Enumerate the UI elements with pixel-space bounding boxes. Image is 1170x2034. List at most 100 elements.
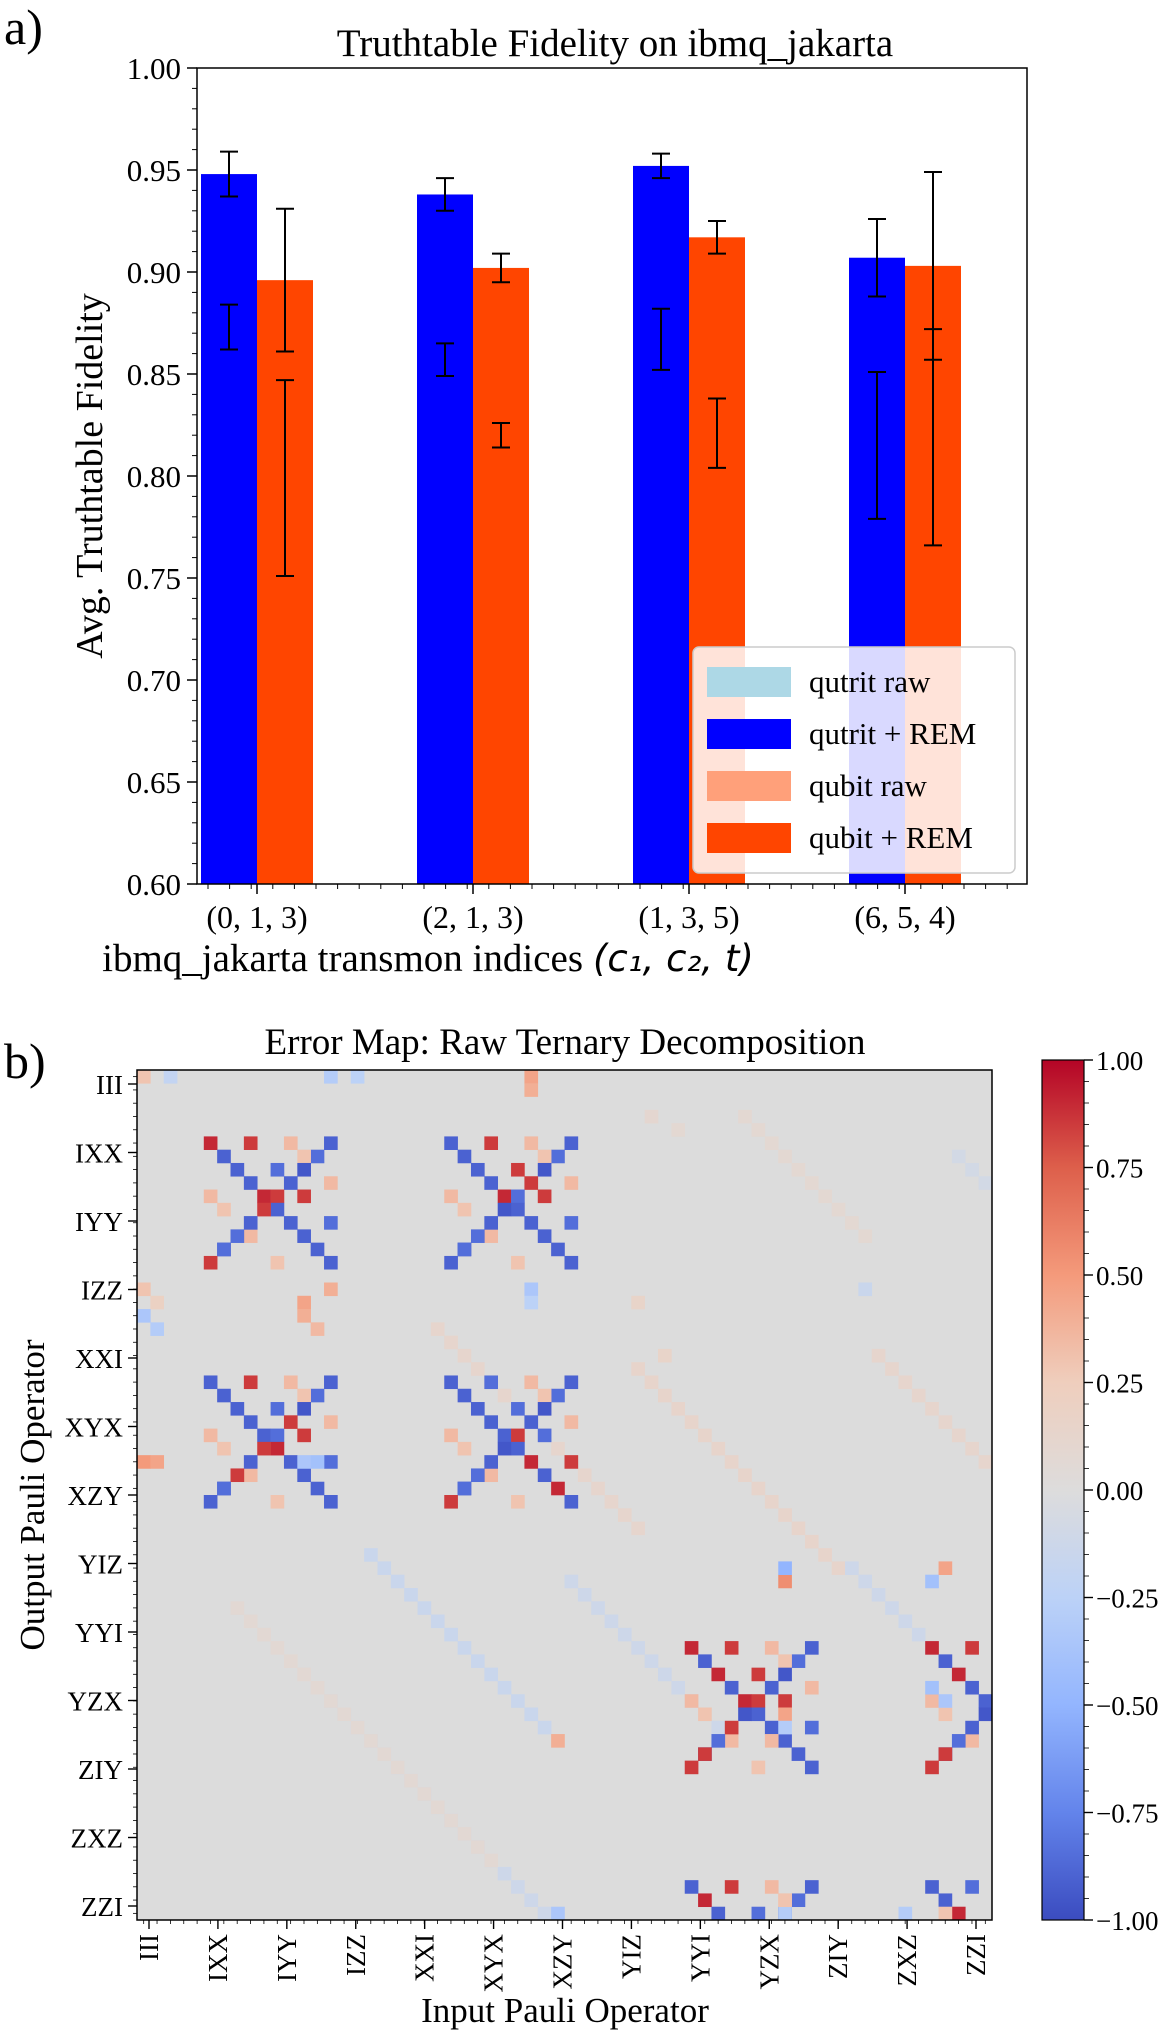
heatmap-cell: [911, 1388, 926, 1403]
heatmap-cell: [270, 1428, 285, 1443]
heatmap-x-tick-label: IZZ: [341, 1934, 371, 1976]
heatmap-cell: [217, 1388, 231, 1403]
heatmap-cell: [938, 1747, 953, 1761]
heatmap-cell: [283, 1455, 298, 1469]
heatmap-cell: [898, 1614, 913, 1629]
heatmap-cell: [137, 1455, 151, 1469]
heatmap-cell: [297, 1388, 311, 1403]
heatmap-cell: [965, 1641, 979, 1655]
heatmap-cell: [470, 1229, 485, 1243]
heatmap-cell: [310, 1455, 325, 1469]
heatmap-cell: [377, 1747, 392, 1761]
panel-a-label: a): [4, 0, 43, 55]
heatmap-cell: [604, 1495, 619, 1509]
heatmap-cell: [511, 1162, 525, 1177]
heatmap-cell: [591, 1481, 605, 1496]
heatmap-cell: [564, 1216, 579, 1230]
heatmap-cell: [845, 1216, 859, 1230]
heatmap-y-tick-label: YYI: [75, 1618, 123, 1648]
heatmap-cell: [270, 1162, 285, 1177]
heatmap-cell: [524, 1295, 539, 1310]
heatmap-cell: [377, 1561, 392, 1575]
heatmap-y-tick-label: YIZ: [78, 1550, 123, 1580]
heatmap-cell: [965, 1680, 979, 1695]
heatmap-cell: [871, 1348, 886, 1363]
heatmap-cell: [804, 1176, 819, 1190]
heatmap-cell: [297, 1455, 311, 1469]
heatmap-cell: [497, 1189, 512, 1204]
heatmap-cell: [965, 1720, 979, 1735]
heatmap-cell: [457, 1441, 472, 1456]
heatmap-cell: [751, 1667, 766, 1682]
heatmap-cell: [671, 1402, 686, 1416]
heatmap-cell: [404, 1773, 418, 1788]
heatmap-cell: [537, 1720, 552, 1735]
y-tick-label: 0.90: [127, 255, 181, 290]
heatmap-cell: [885, 1601, 899, 1615]
heatmap-cell: [751, 1760, 766, 1775]
heatmap-cell: [324, 1375, 338, 1390]
heatmap-cell: [804, 1720, 819, 1735]
heatmap-cell: [951, 1906, 966, 1921]
heatmap-cell: [925, 1880, 939, 1894]
heatmap-cell: [484, 1136, 499, 1150]
heatmap-cell: [804, 1534, 819, 1549]
heatmap-cell: [925, 1574, 939, 1589]
heatmap-x-tick-label: ZIY: [823, 1934, 853, 1979]
heatmap-cell: [711, 1734, 726, 1748]
heatmap-cell: [390, 1574, 405, 1589]
heatmap-cell: [564, 1136, 579, 1150]
heatmap-cell: [310, 1388, 325, 1403]
heatmap-cell: [484, 1375, 499, 1390]
heatmap-cell: [524, 1375, 539, 1390]
heatmap-cell: [684, 1641, 699, 1655]
heatmap-y-tick-label: ZIY: [78, 1755, 123, 1785]
heatmap: IIIIXXIYYIZZXXIXYXXZYYIZYYIYZXZIYZXZZZI …: [13, 1069, 993, 2030]
heatmap-cell: [537, 1162, 552, 1177]
heatmap-cell: [230, 1468, 245, 1483]
heatmap-cell: [257, 1428, 271, 1443]
heatmap-cell: [484, 1853, 499, 1868]
heatmap-cell: [243, 1136, 258, 1150]
heatmap-cell: [217, 1149, 231, 1164]
heatmap-y-tick-label: XYX: [65, 1413, 124, 1443]
heatmap-cell: [457, 1481, 472, 1496]
heatmap-cell: [484, 1415, 499, 1429]
heatmap-cell: [804, 1641, 819, 1655]
heatmap-cell: [457, 1388, 472, 1403]
colorbar-gradient: [1041, 1059, 1085, 1921]
heatmap-cell: [577, 1468, 592, 1483]
heatmap-cell: [430, 1614, 445, 1629]
heatmap-cell: [444, 1335, 458, 1350]
bar-1-0: [201, 174, 257, 884]
heatmap-cell: [484, 1176, 499, 1190]
heatmap-cell: [497, 1388, 512, 1403]
heatmap-cell: [764, 1880, 779, 1894]
heatmap-x-axis: III IXX IYY IZZ XXI XYX XZY YIZ YYI YZX ZIY ZXZ ZZI: [134, 1920, 991, 1993]
heatmap-cell: [978, 1176, 993, 1190]
heatmap-cell: [430, 1322, 445, 1336]
heatmap-cell: [243, 1455, 258, 1469]
heatmap-cell: [297, 1428, 311, 1443]
heatmap-cell: [283, 1136, 298, 1150]
heatmap-cell: [257, 1627, 271, 1642]
heatmap-cell: [951, 1428, 966, 1443]
y-tick-label: 0.85: [127, 357, 181, 392]
heatmap-cell: [751, 1906, 766, 1921]
heatmap-cell: [203, 1255, 218, 1270]
heatmap-cell: [831, 1561, 846, 1575]
heatmap-x-tick-label: IXX: [203, 1934, 233, 1982]
heatmap-cell: [457, 1641, 472, 1655]
panel-b-label: b): [4, 1033, 46, 1089]
heatmap-cell: [283, 1176, 298, 1190]
heatmap-cell: [203, 1495, 218, 1509]
heatmap-cell: [711, 1441, 726, 1456]
heatmap-x-tick-label: XYX: [479, 1934, 509, 1993]
heatmap-cell: [270, 1641, 285, 1655]
heatmap-cell: [724, 1680, 739, 1695]
heatmap-y-tick-label: IXX: [75, 1139, 123, 1169]
heatmap-cell: [938, 1694, 953, 1708]
heatmap-cell: [791, 1654, 806, 1668]
heatmap-cell: [818, 1548, 832, 1562]
heatmap-cell: [965, 1441, 979, 1456]
